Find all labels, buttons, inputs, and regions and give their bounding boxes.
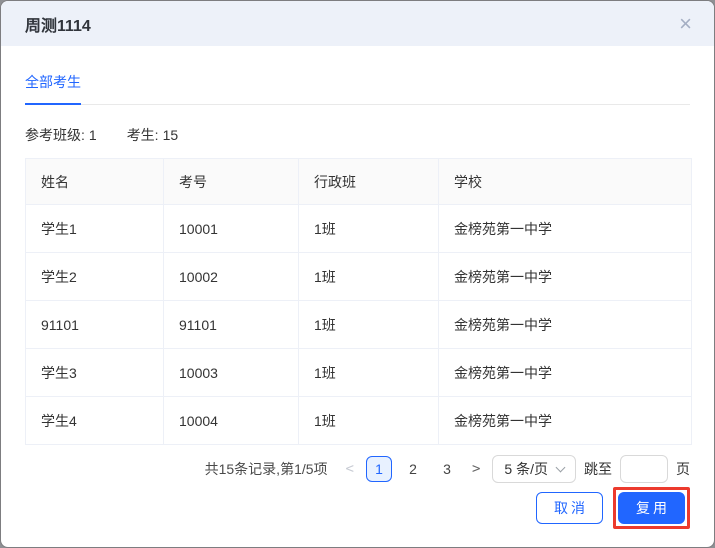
pagination-bar: 共15条记录,第1/5项 < 1 2 3 > 5 条/页 跳至 页	[25, 455, 690, 483]
cell-school: 金榜苑第一中学	[438, 300, 692, 349]
stat-classes-label: 参考班级:	[25, 127, 85, 143]
tab-bar: 全部考生	[25, 72, 690, 105]
page-button-3[interactable]: 3	[443, 461, 451, 477]
stat-classes-value: 1	[88, 127, 97, 143]
cell-class: 1班	[298, 348, 439, 397]
cell-name: 91101	[25, 300, 164, 349]
cell-name: 学生1	[25, 204, 164, 253]
modal-body: 全部考生 参考班级: 1 考生: 15 姓名 考号 行政班 学校 学生1	[1, 46, 714, 487]
cell-class: 1班	[298, 252, 439, 301]
stat-examinees-label: 考生:	[126, 127, 159, 143]
page-size-select[interactable]: 5 条/页	[492, 455, 576, 483]
stat-classes: 参考班级: 1	[25, 125, 101, 145]
cell-school: 金榜苑第一中学	[438, 252, 692, 301]
stat-examinees: 考生: 15	[127, 125, 182, 145]
chevron-down-icon	[555, 462, 566, 472]
annotation-highlight-box: 复用	[613, 487, 690, 529]
table-row: 学生4 10004 1班 金榜苑第一中学	[25, 396, 692, 445]
next-page-icon[interactable]: >	[471, 461, 481, 477]
reuse-button[interactable]: 复用	[618, 492, 685, 524]
cell-school: 金榜苑第一中学	[438, 204, 692, 253]
column-header-name: 姓名	[25, 158, 164, 205]
cell-class: 1班	[298, 300, 439, 349]
examinee-table: 姓名 考号 行政班 学校 学生1 10001 1班 金榜苑第一中学 学生2 10…	[25, 158, 692, 445]
cell-name: 学生3	[25, 348, 164, 397]
column-header-school: 学校	[438, 158, 692, 205]
cancel-button[interactable]: 取消	[536, 492, 603, 524]
cell-name: 学生2	[25, 252, 164, 301]
cell-school: 金榜苑第一中学	[438, 396, 692, 445]
modal-footer: 取消 复用	[1, 487, 714, 547]
tab-all-examinees[interactable]: 全部考生	[25, 72, 81, 105]
cell-exam-no: 91101	[163, 300, 299, 349]
prev-page-icon[interactable]: <	[345, 461, 354, 477]
page-suffix-label: 页	[676, 461, 690, 477]
cell-exam-no: 10002	[163, 252, 299, 301]
column-header-exam-no: 考号	[163, 158, 299, 205]
jump-page-input[interactable]	[620, 455, 668, 483]
close-icon[interactable]: ×	[679, 10, 692, 36]
column-header-class: 行政班	[298, 158, 439, 205]
cell-exam-no: 10004	[163, 396, 299, 445]
modal-title: 周测1114	[25, 17, 91, 35]
page-button-2[interactable]: 2	[409, 461, 417, 477]
stat-examinees-value: 15	[162, 127, 179, 143]
cell-name: 学生4	[25, 396, 164, 445]
cell-school: 金榜苑第一中学	[438, 348, 692, 397]
table-row: 学生1 10001 1班 金榜苑第一中学	[25, 204, 692, 253]
cell-class: 1班	[298, 396, 439, 445]
table-row: 学生2 10002 1班 金榜苑第一中学	[25, 252, 692, 301]
table-row: 91101 91101 1班 金榜苑第一中学	[25, 300, 692, 349]
table-header-row: 姓名 考号 行政班 学校	[25, 158, 692, 205]
stats-row: 参考班级: 1 考生: 15	[25, 125, 690, 145]
modal-header: 周测1114 ×	[1, 1, 714, 46]
pagination-summary: 共15条记录,第1/5项	[204, 461, 328, 477]
page-size-value: 5 条/页	[504, 461, 548, 477]
jump-to-label: 跳至	[584, 461, 612, 477]
page-button-1[interactable]: 1	[365, 456, 392, 482]
cell-class: 1班	[298, 204, 439, 253]
table-row: 学生3 10003 1班 金榜苑第一中学	[25, 348, 692, 397]
cell-exam-no: 10003	[163, 348, 299, 397]
cell-exam-no: 10001	[163, 204, 299, 253]
